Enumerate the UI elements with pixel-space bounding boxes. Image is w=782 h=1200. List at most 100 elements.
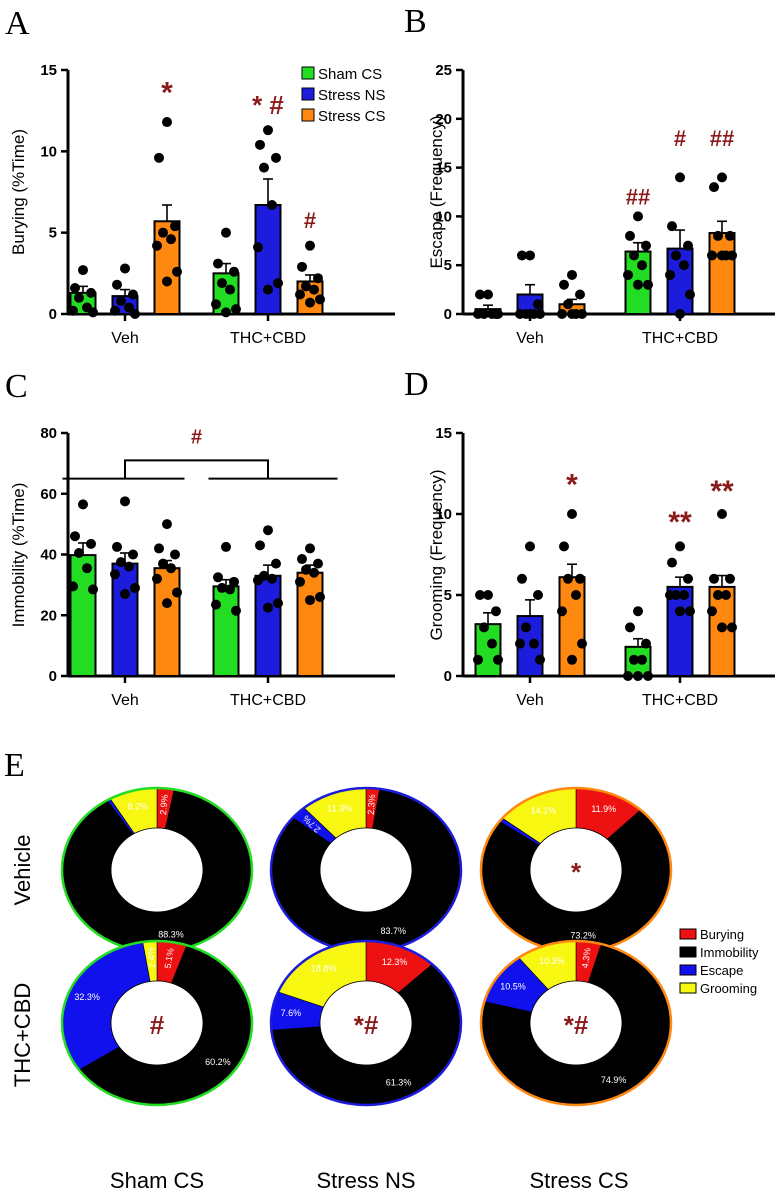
bar-panel-b: B Escape (Frequency) 0 5 10 15 20 25 Veh THC+CBD #… <box>404 3 775 347</box>
data-point <box>667 221 677 232</box>
legend-label-stress-cs: Stress CS <box>318 108 386 125</box>
data-point <box>124 561 134 572</box>
data-point <box>297 554 307 565</box>
data-point <box>263 602 273 613</box>
data-point <box>535 309 545 319</box>
data-point <box>229 266 239 277</box>
data-point <box>88 584 98 595</box>
data-point <box>263 525 273 536</box>
legend-label-escape: Escape <box>700 963 743 978</box>
significance-marker: ** <box>710 475 734 508</box>
panel-letter-c: C <box>5 368 28 405</box>
comparison-bracket <box>124 459 269 479</box>
y-tick-label: 5 <box>49 225 57 242</box>
data-point <box>473 309 483 319</box>
data-point <box>483 590 493 600</box>
x-group-label: THC+CBD <box>642 692 718 709</box>
data-point <box>491 606 501 617</box>
data-point <box>231 605 241 616</box>
data-point <box>305 595 315 606</box>
legend-label-burying: Burying <box>700 927 744 942</box>
data-point <box>70 531 80 542</box>
y-tick-label: 0 <box>49 306 57 323</box>
data-point <box>110 569 120 580</box>
slice-percent-label: 8.2% <box>127 802 148 812</box>
data-point <box>521 622 531 633</box>
data-point <box>643 671 653 681</box>
data-point <box>130 309 140 319</box>
row-label-thc-cbd: THC+CBD <box>10 983 35 1088</box>
data-point <box>74 292 84 303</box>
data-point <box>170 549 180 560</box>
panel-letter-b: B <box>404 3 427 40</box>
data-point <box>255 139 265 150</box>
data-point <box>162 598 172 609</box>
data-point <box>313 273 323 284</box>
data-point <box>671 250 681 261</box>
data-point <box>301 281 311 292</box>
data-point <box>515 638 525 649</box>
bar-panel-c: C Immobility (%Time) 0 20 40 60 80 Veh THC+CBD # <box>5 368 395 709</box>
bar-legend: Sham CS Stress NS Stress CS <box>301 66 386 125</box>
data-point <box>116 295 126 306</box>
bar <box>111 562 139 677</box>
data-point <box>82 563 92 574</box>
data-point <box>679 260 689 271</box>
data-point <box>667 557 677 568</box>
y-tick-label: 20 <box>435 111 452 128</box>
data-point <box>709 182 719 193</box>
data-point <box>271 558 281 569</box>
slice-percent-label: 83.7% <box>381 926 407 936</box>
data-point <box>641 240 651 251</box>
data-point <box>637 654 647 665</box>
data-point <box>529 638 539 649</box>
data-point <box>170 221 180 232</box>
data-point <box>721 590 731 600</box>
data-point <box>525 250 535 261</box>
data-point <box>475 289 485 300</box>
data-point <box>633 606 643 617</box>
data-point <box>166 234 176 245</box>
data-point <box>68 581 78 592</box>
donut-significance-marker: # <box>150 1010 165 1040</box>
data-point <box>110 305 120 316</box>
y-tick-label: 0 <box>49 668 57 685</box>
slice-percent-label: 5.1% <box>163 947 176 969</box>
slice-percent-label: 32.3% <box>74 992 100 1002</box>
data-point <box>217 278 227 289</box>
data-point <box>259 162 269 173</box>
data-point <box>78 265 88 276</box>
legend-swatch-stress-ns <box>301 87 315 101</box>
data-point <box>225 584 235 595</box>
data-point <box>563 299 573 310</box>
data-point <box>637 260 647 271</box>
data-point <box>625 230 635 241</box>
data-point <box>273 598 283 609</box>
data-point <box>623 269 633 280</box>
data-point <box>559 541 569 552</box>
data-point <box>717 509 727 519</box>
data-point <box>70 282 80 293</box>
y-axis-title: Grooming (Frequency) <box>427 469 446 640</box>
y-tick-label: 10 <box>435 208 452 225</box>
donut-hole <box>529 980 623 1066</box>
data-point <box>86 287 96 298</box>
y-tick-label: 5 <box>444 257 452 274</box>
bar <box>69 554 97 677</box>
data-point <box>623 671 633 681</box>
data-point <box>679 590 689 600</box>
data-point <box>717 622 727 633</box>
legend-label-grooming: Grooming <box>700 981 757 996</box>
legend-swatch-burying <box>679 928 697 940</box>
panel-letter-a: A <box>5 5 30 42</box>
data-point <box>213 258 223 269</box>
data-point <box>557 309 567 319</box>
donut-hole <box>529 827 623 913</box>
data-point <box>475 590 485 600</box>
legend-swatch-immobility <box>679 946 697 958</box>
data-point <box>315 294 325 305</box>
donut-outline <box>479 939 673 1107</box>
donut-outline <box>60 939 254 1107</box>
y-tick-label: 15 <box>435 425 452 442</box>
donut-thc-cbd-stress-cs: 4.3% 74.9% 10.5% 10.3% *# <box>479 939 673 1107</box>
